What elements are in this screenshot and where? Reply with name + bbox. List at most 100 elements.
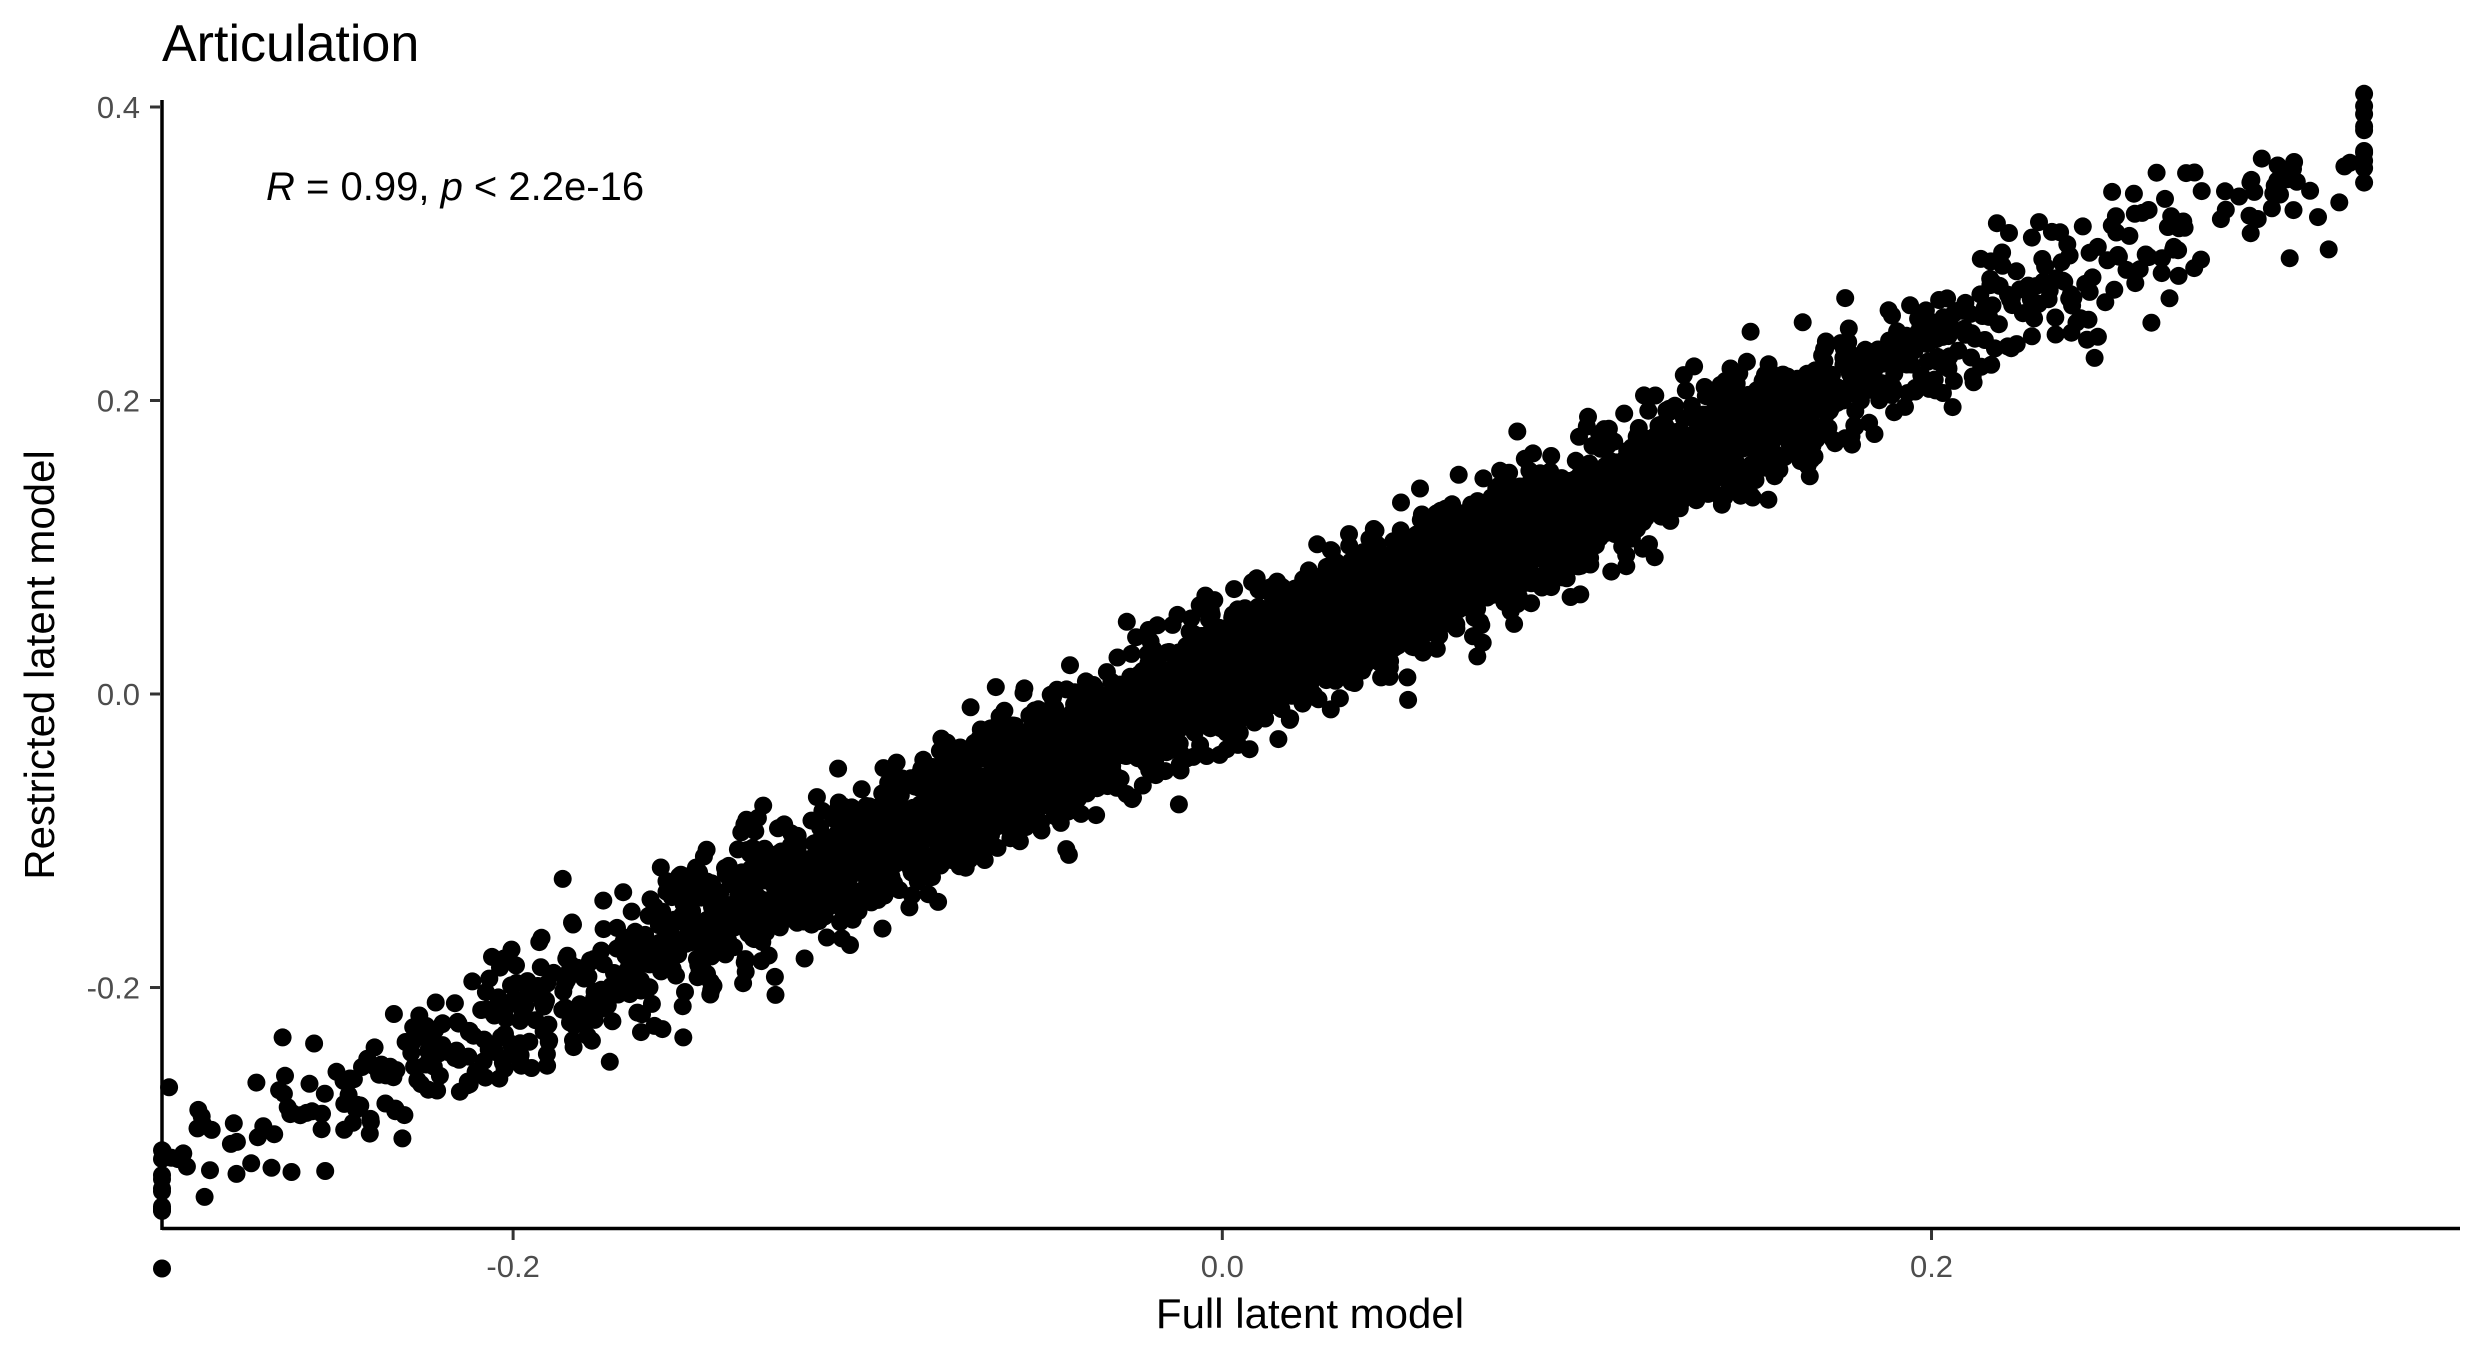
data-point [1468,647,1487,666]
data-point [365,1057,384,1076]
data-point [1195,648,1214,667]
data-point [1059,845,1078,864]
data-point [713,913,732,932]
data-point [765,967,784,986]
data-point [1142,743,1161,762]
data-point [1264,589,1282,608]
data-point [224,1114,243,1133]
data-point [417,1017,436,1035]
data-point [1800,467,1819,486]
data-point [2106,207,2125,226]
data-point [1108,648,1127,667]
data-point [653,944,671,963]
data-point [1508,595,1527,614]
data-point [1901,296,1920,315]
data-point [1106,733,1125,752]
data-point [807,899,826,918]
data-point [1397,574,1416,593]
data-point [558,946,577,965]
data-point [1007,815,1026,834]
data-point [1368,535,1387,554]
annotation-r-symbol: R [266,165,295,209]
data-point [1051,813,1070,832]
data-point [445,994,464,1013]
data-point [1389,593,1408,612]
data-point [2083,268,2102,287]
data-point [247,1073,266,1092]
data-point [1926,324,1945,342]
data-point [1615,404,1634,423]
data-point [1009,762,1028,781]
data-point [404,1018,423,1037]
data-point [1884,378,1903,397]
data-point [1326,653,1345,672]
data-point [1255,643,1274,662]
data-point [1061,656,1079,675]
data-point [1710,391,1729,410]
data-point [1793,313,1812,332]
data-point [1569,526,1588,545]
data-point [1465,507,1484,526]
data-point [2192,250,2210,269]
data-point [2241,224,2260,243]
data-point [1098,777,1117,796]
data-point [605,964,623,982]
data-point [580,953,599,972]
data-point [360,1124,379,1143]
data-point [1742,486,1760,505]
data-point [1833,391,1852,410]
data-point [316,1162,335,1180]
data-point [2109,247,2128,266]
data-point [202,1120,221,1139]
data-point [530,933,549,952]
data-point [1229,711,1248,730]
data-point [1443,529,1462,548]
data-point [1761,387,1780,406]
data-point [975,851,994,869]
data-point [1674,432,1693,451]
data-point [1730,467,1749,486]
data-point [1840,364,1859,383]
data-point [490,1069,509,1088]
data-point [1816,339,1835,358]
data-point [273,1028,292,1047]
data-point [1746,471,1765,489]
data-point [483,947,501,966]
data-point [1561,588,1580,606]
data-point [752,952,771,971]
data-point [1709,468,1728,487]
data-point [201,1161,219,1180]
data-point [1502,496,1521,515]
data-point [2021,290,2040,309]
data-point [1117,612,1136,631]
data-point [2030,213,2048,232]
data-point [1079,687,1098,706]
data-point [1860,413,1879,432]
data-point [1146,766,1165,785]
data-point [353,1058,371,1076]
data-point [2133,203,2152,222]
data-point [1629,419,1648,437]
data-point [1034,728,1052,747]
data-point [195,1187,214,1206]
annotation-p-value: < 2.2e-16 [463,165,644,209]
data-point [1495,515,1514,533]
data-point [1124,717,1143,736]
data-point [1570,477,1589,496]
data-point [1513,568,1532,587]
data-point [1480,565,1499,584]
data-point [1178,652,1197,671]
data-point [426,993,445,1012]
data-point [995,701,1014,720]
data-point [1971,285,1990,304]
data-point [1353,582,1372,601]
data-point [1962,324,1981,343]
data-point [2287,172,2306,191]
data-point [1305,622,1324,641]
data-point [387,1061,406,1080]
data-point [1759,490,1778,509]
data-point [2242,170,2261,189]
data-point [719,856,738,875]
data-point [694,847,713,866]
data-point [1065,797,1084,816]
